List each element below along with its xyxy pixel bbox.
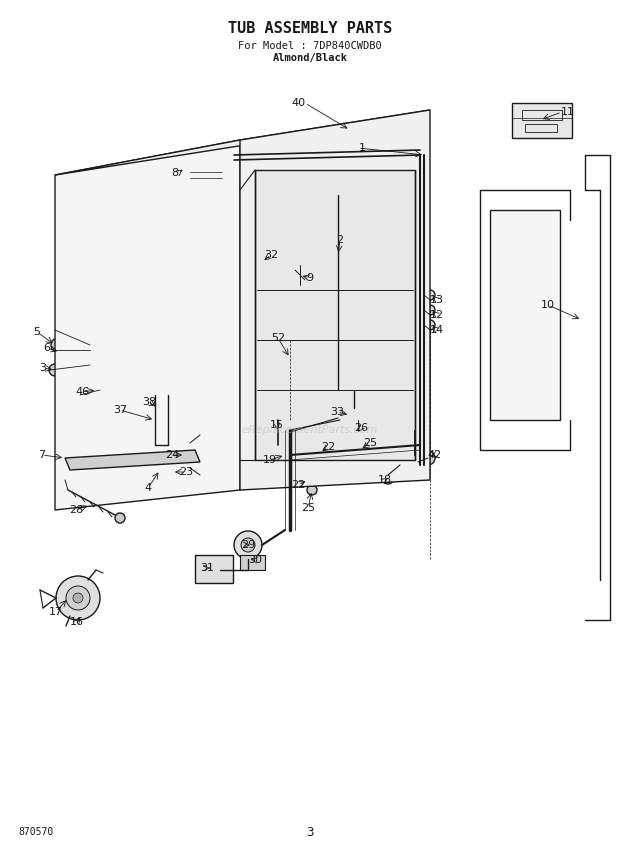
Text: 11: 11 [561, 107, 575, 117]
Text: 29: 29 [241, 540, 255, 550]
Circle shape [51, 338, 65, 352]
Bar [512, 103, 572, 138]
Circle shape [312, 244, 324, 256]
Text: 23: 23 [179, 467, 193, 477]
Circle shape [115, 513, 125, 523]
Text: 870570: 870570 [18, 827, 53, 837]
Circle shape [67, 350, 77, 360]
Text: 17: 17 [49, 607, 63, 617]
Text: For Model : 7DP840CWDB0: For Model : 7DP840CWDB0 [238, 41, 382, 51]
Text: 18: 18 [378, 475, 392, 485]
Text: eReplacementParts.com: eReplacementParts.com [242, 425, 378, 435]
Text: 3: 3 [40, 363, 46, 373]
Text: 13: 13 [430, 295, 444, 305]
Circle shape [171, 441, 199, 469]
Text: 40: 40 [292, 98, 306, 108]
Text: 12: 12 [430, 310, 444, 320]
Circle shape [319, 261, 327, 269]
Text: 26: 26 [354, 423, 368, 433]
Text: Almond/Black: Almond/Black [273, 53, 347, 63]
Text: 4: 4 [144, 483, 151, 493]
Text: 33: 33 [330, 407, 344, 417]
Text: 31: 31 [200, 563, 214, 573]
Text: 9: 9 [306, 273, 314, 283]
Text: 6: 6 [43, 343, 50, 353]
Text: 30: 30 [248, 555, 262, 565]
Text: 15: 15 [270, 420, 284, 430]
Polygon shape [55, 140, 240, 510]
Circle shape [157, 410, 167, 420]
Text: 14: 14 [430, 325, 444, 335]
Text: 22: 22 [291, 480, 305, 490]
Circle shape [295, 270, 305, 280]
Bar [522, 110, 562, 120]
Text: 2: 2 [337, 235, 343, 245]
Text: 24: 24 [165, 450, 179, 460]
Polygon shape [55, 110, 430, 175]
Circle shape [63, 451, 77, 465]
Bar [265, 345, 315, 370]
Circle shape [136, 456, 144, 464]
Text: 5: 5 [33, 327, 40, 337]
Text: 3: 3 [306, 825, 314, 839]
Circle shape [382, 472, 394, 484]
Bar [525, 124, 557, 132]
Text: TUB ASSEMBLY PARTS: TUB ASSEMBLY PARTS [228, 21, 392, 35]
Circle shape [56, 576, 100, 620]
Circle shape [167, 467, 177, 477]
Circle shape [241, 538, 255, 552]
Text: 7: 7 [38, 450, 45, 460]
Text: 42: 42 [428, 450, 442, 460]
Text: 25: 25 [363, 438, 377, 448]
Circle shape [76, 456, 84, 464]
Text: 52: 52 [271, 333, 285, 343]
Bar [240, 555, 265, 570]
Circle shape [234, 531, 262, 559]
Circle shape [300, 452, 316, 468]
Text: 16: 16 [70, 617, 84, 627]
Circle shape [178, 448, 192, 462]
Circle shape [421, 451, 435, 465]
Circle shape [425, 305, 435, 315]
Circle shape [373, 443, 387, 457]
Text: 28: 28 [69, 505, 83, 515]
Circle shape [73, 593, 83, 603]
Circle shape [106, 456, 114, 464]
Text: 22: 22 [321, 442, 335, 452]
Circle shape [92, 385, 102, 395]
Circle shape [272, 424, 284, 436]
Circle shape [254, 254, 270, 270]
Circle shape [186, 456, 194, 464]
Circle shape [166, 456, 174, 464]
Circle shape [49, 364, 61, 376]
Circle shape [425, 290, 435, 300]
Polygon shape [65, 450, 200, 470]
Text: 25: 25 [301, 503, 315, 513]
Bar [340, 408, 368, 430]
Bar [490, 210, 560, 420]
Bar [185, 168, 227, 186]
Text: 8: 8 [172, 168, 179, 178]
Text: 37: 37 [113, 405, 127, 415]
Text: 46: 46 [75, 387, 89, 397]
Text: 38: 38 [142, 397, 156, 407]
Circle shape [353, 427, 363, 437]
Text: 10: 10 [541, 300, 555, 310]
Polygon shape [240, 110, 430, 490]
Text: 32: 32 [264, 250, 278, 260]
Circle shape [307, 485, 317, 495]
Text: 19: 19 [263, 455, 277, 465]
Circle shape [425, 320, 435, 330]
Circle shape [66, 586, 90, 610]
Bar [195, 555, 233, 583]
Text: 1: 1 [358, 143, 366, 153]
Circle shape [355, 455, 365, 465]
Polygon shape [255, 170, 415, 460]
